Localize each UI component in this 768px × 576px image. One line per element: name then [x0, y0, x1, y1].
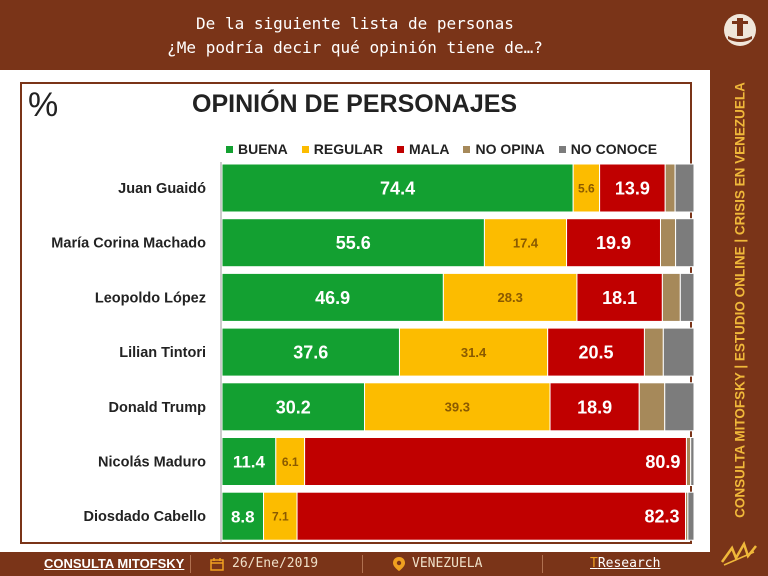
- legend-label: BUENA: [238, 141, 288, 157]
- data-label: 18.1: [602, 288, 637, 308]
- bar-segment: [221, 272, 444, 322]
- bar-segment: [304, 437, 687, 486]
- category-label: Juan Guaidó: [118, 181, 206, 197]
- data-label: 55.6: [336, 233, 371, 253]
- bar-segment: [572, 163, 601, 213]
- bar-segment: [221, 382, 366, 432]
- bar-segment: [638, 382, 666, 432]
- legend-item: BUENA: [226, 141, 288, 157]
- bar-segment: [659, 218, 677, 268]
- tresearch-t: T: [590, 556, 598, 571]
- legend-item: NO OPINA: [463, 141, 545, 157]
- bar-segment: [687, 491, 695, 541]
- footer-tresearch: TResearch: [590, 556, 660, 571]
- footer-date: 26/Ene/2019: [232, 556, 319, 571]
- bar-segment: [221, 163, 574, 213]
- footer-divider: [362, 555, 363, 573]
- legend-swatch: [463, 146, 471, 153]
- bar-segment: [664, 163, 676, 213]
- bar-segment: [675, 218, 695, 268]
- category-label: María Corina Machado: [51, 236, 206, 252]
- bar-segment: [674, 163, 695, 213]
- footer-brand: CONSULTA MITOFSKY: [44, 556, 185, 571]
- data-label: 11.4: [233, 453, 266, 472]
- data-label: 82.3: [644, 507, 679, 527]
- category-label: Donald Trump: [109, 400, 207, 416]
- bar-segment: [566, 218, 661, 268]
- bar-segment: [275, 437, 306, 486]
- data-label: 8.8: [231, 507, 255, 526]
- data-label: 19.9: [596, 233, 631, 253]
- legend-label: NO OPINA: [475, 141, 545, 157]
- bar-segment: [664, 382, 695, 432]
- calendar-icon: [210, 558, 224, 571]
- bar-segment: [221, 218, 485, 268]
- stacked-bar-chart: Juan Guaidó 74.4 5.6 13.9 María Corina Macha…: [51, 162, 695, 543]
- bar-segment: [483, 218, 568, 268]
- legend-swatch: [226, 146, 233, 153]
- footer-country: VENEZUELA: [412, 556, 483, 571]
- legend-item: NO CONOCE: [558, 141, 658, 157]
- bar-segment: [685, 437, 692, 486]
- question-line-2: ¿Me podría decir qué opinión tiene de…?: [167, 38, 543, 57]
- chart-legend: BUENA REGULAR MALA NO OPINA NO CONOCE: [226, 141, 671, 157]
- bar-segment: [221, 437, 277, 486]
- chart-title: OPINIÓN DE PERSONAJES: [192, 90, 518, 118]
- bar-segment: [690, 437, 695, 486]
- bar-segment: [263, 491, 298, 541]
- bar-segment: [643, 327, 664, 377]
- data-label: 17.4: [513, 235, 539, 250]
- mitofsky-logo-icon: [724, 14, 756, 46]
- sidebar: [710, 0, 768, 576]
- legend-label: NO CONOCE: [570, 141, 658, 157]
- data-label: 39.3: [445, 399, 470, 414]
- data-label: 74.4: [380, 178, 415, 198]
- legend-item: REGULAR: [301, 141, 384, 157]
- data-label: 80.9: [645, 452, 680, 472]
- data-label: 7.1: [272, 510, 289, 524]
- legend-swatch: [397, 146, 405, 153]
- location-pin-icon: [393, 557, 405, 571]
- question-line-1: De la siguiente lista de personas: [196, 14, 514, 33]
- signature-icon: [720, 540, 757, 566]
- legend-item: MALA: [397, 141, 449, 157]
- bar-segment: [221, 327, 400, 377]
- data-label: 28.3: [498, 290, 523, 305]
- footer-divider: [542, 555, 543, 573]
- data-label: 5.6: [578, 181, 595, 195]
- legend-swatch: [558, 146, 566, 153]
- bar-segment: [296, 491, 687, 541]
- category-label: Diosdado Cabello: [84, 509, 207, 525]
- bar-segment: [442, 272, 578, 322]
- unit-label: %: [28, 86, 59, 124]
- data-label: 30.2: [276, 397, 311, 417]
- data-label: 20.5: [579, 343, 614, 363]
- footer-divider: [190, 555, 191, 573]
- bar-segment: [679, 272, 695, 322]
- bar-segment: [398, 327, 549, 377]
- bar-segment: [662, 327, 695, 377]
- legend-label: MALA: [409, 141, 450, 157]
- bar-segment: [599, 163, 666, 213]
- data-label: 18.9: [577, 397, 612, 417]
- bar-segment: [549, 382, 640, 432]
- tresearch-rest: Research: [597, 556, 661, 571]
- legend-label: REGULAR: [313, 141, 384, 157]
- category-label: Leopoldo López: [95, 290, 206, 306]
- legend-swatch: [301, 146, 309, 153]
- data-label: 13.9: [615, 178, 650, 198]
- category-label: Nicolás Maduro: [98, 455, 206, 471]
- data-label: 6.1: [282, 455, 299, 469]
- vertical-banner-text: CONSULTA MITOFSKY | ESTUDIO ONLINE | CRI…: [732, 82, 748, 518]
- bar-segment: [576, 272, 663, 322]
- bar-segment: [661, 272, 681, 322]
- header-bar: De la siguiente lista de personas ¿Me po…: [0, 0, 710, 70]
- data-label: 46.9: [315, 288, 350, 308]
- footer-bar: CONSULTA MITOFSKY 26/Ene/2019 VENEZUELA …: [0, 552, 710, 576]
- data-label: 31.4: [461, 345, 487, 360]
- bar-segment: [364, 382, 551, 432]
- data-label: 37.6: [293, 343, 328, 363]
- category-label: Lilian Tintori: [119, 345, 206, 361]
